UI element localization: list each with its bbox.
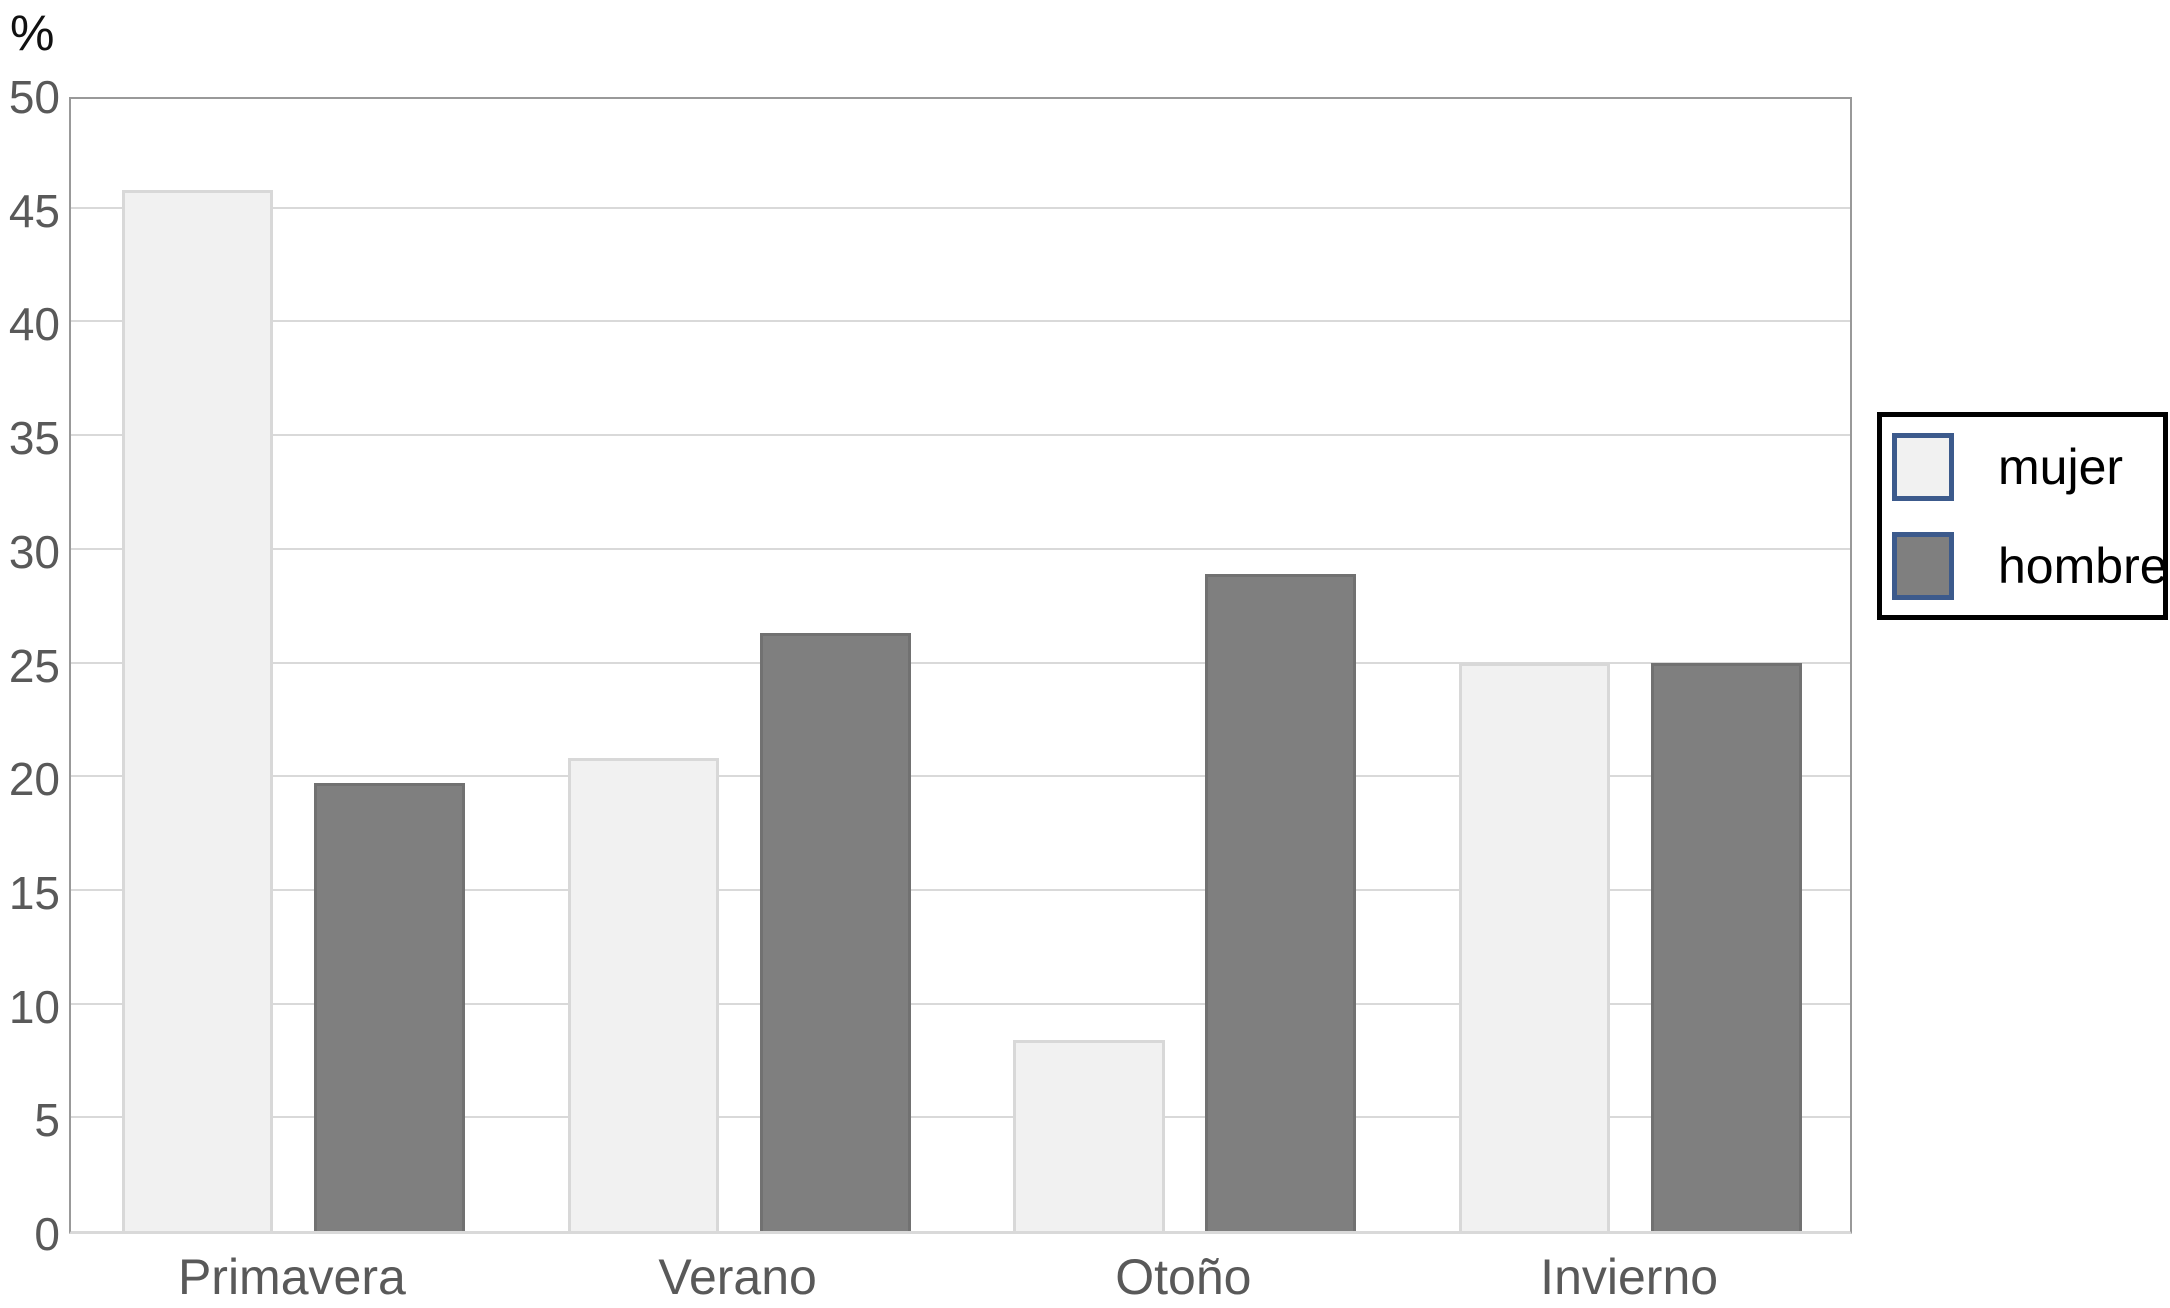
gridline-y-25 xyxy=(71,661,1850,664)
bar-hombre-otono xyxy=(1205,573,1357,1231)
legend-label-mujer: mujer xyxy=(1998,438,2124,495)
bar-mujer-primavera xyxy=(121,189,273,1231)
legend-item-hombre: hombre xyxy=(1892,531,2168,600)
gridline-y-15 xyxy=(71,888,1850,891)
gridline-y-30 xyxy=(71,547,1850,550)
legend-swatch-mujer xyxy=(1892,432,1954,501)
bar-hombre-primavera xyxy=(313,783,465,1231)
y-tick-label-5: 5 xyxy=(34,1094,60,1147)
gridline-y-40 xyxy=(71,320,1850,323)
bar-mujer-otono xyxy=(1013,1039,1165,1231)
gridline-y-10 xyxy=(71,1002,1850,1005)
legend-item-mujer: mujer xyxy=(1892,432,2163,501)
x-label-primavera: Primavera xyxy=(177,1249,406,1305)
y-tick-label-15: 15 xyxy=(8,866,60,919)
bar-hombre-verano xyxy=(759,632,911,1231)
legend-label-hombre: hombre xyxy=(1998,537,2168,594)
y-tick-label-50: 50 xyxy=(8,71,60,123)
plot-area xyxy=(69,97,1852,1234)
y-tick-label-10: 10 xyxy=(8,980,60,1033)
legend: mujer hombre xyxy=(1877,412,2168,620)
y-tick-label-25: 25 xyxy=(8,639,60,692)
x-label-otono: Otoño xyxy=(1115,1249,1252,1305)
bar-mujer-verano xyxy=(567,758,719,1231)
gridline-y-5 xyxy=(71,1116,1850,1119)
gridline-y-45 xyxy=(71,206,1850,209)
x-label-invierno: Invierno xyxy=(1540,1249,1719,1305)
y-tick-label-45: 45 xyxy=(8,184,60,237)
gridline-y-35 xyxy=(71,434,1850,437)
y-axis-unit-label: % xyxy=(10,5,55,61)
y-tick-label-20: 20 xyxy=(8,753,60,806)
y-tick-label-0: 0 xyxy=(34,1208,60,1260)
bar-mujer-invierno xyxy=(1459,662,1611,1231)
gridline-y-20 xyxy=(71,775,1850,778)
x-label-verano: Verano xyxy=(658,1249,817,1305)
legend-swatch-hombre xyxy=(1892,531,1954,600)
y-tick-label-35: 35 xyxy=(8,412,60,465)
bar-hombre-invierno xyxy=(1651,662,1803,1231)
y-tick-label-40: 40 xyxy=(8,298,60,351)
y-tick-label-30: 30 xyxy=(8,525,60,578)
